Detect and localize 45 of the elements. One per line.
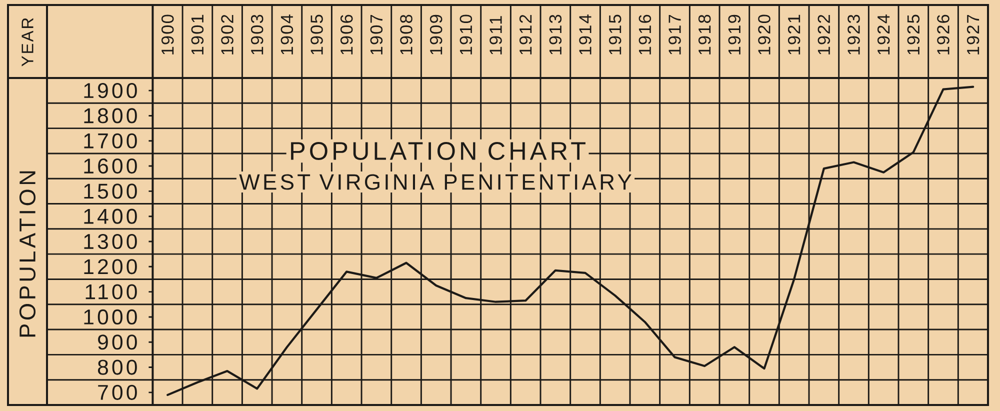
x-tick-label: 1927 <box>966 14 980 54</box>
x-tick-label: 1920 <box>758 14 770 54</box>
x-tick-label: 1918 <box>698 14 711 54</box>
y-tick-label: 1100 <box>86 284 137 300</box>
x-tick-label: 1904 <box>280 14 294 54</box>
x-tick-label: 1906 <box>340 14 353 54</box>
x-tick-label: 1905 <box>310 14 323 54</box>
x-tick-label: 1910 <box>460 14 472 54</box>
x-tick-label: 1921 <box>788 14 800 54</box>
y-tick-label: 1000 <box>84 309 137 325</box>
x-tick-label: 1924 <box>877 14 890 54</box>
text: YEAR <box>22 18 34 66</box>
y-tick-label: 1600 <box>84 158 137 174</box>
y-tick-label: 800 <box>98 360 137 375</box>
x-tick-label: 1914 <box>579 14 592 54</box>
y-tick-label: 700 <box>98 384 137 400</box>
x-tick-label: 1911 <box>490 16 502 54</box>
x-tick-label: 1912 <box>519 14 532 54</box>
y-axis-title: POPULATION <box>19 171 36 337</box>
y-tick-label: 900 <box>98 334 137 350</box>
x-tick-label: 1922 <box>818 14 830 54</box>
x-tick-label: 1916 <box>638 14 652 54</box>
x-tick-label: 1903 <box>250 14 264 54</box>
y-tick-label: 1500 <box>84 184 137 199</box>
x-tick-label: 1923 <box>848 14 860 54</box>
text: POPULATION CHART <box>291 142 586 160</box>
text: WEST VIRGINIA PENITENTIARY <box>239 174 632 190</box>
y-tick-label: 1400 <box>84 208 137 224</box>
x-tick-label: 1917 <box>668 14 681 54</box>
x-tick-label: 1907 <box>370 14 383 54</box>
x-tick-label: 1901 <box>191 14 204 54</box>
x-tick-label: 1913 <box>549 14 562 54</box>
y-tick-label: 1800 <box>84 108 137 124</box>
y-tick-label: 1200 <box>84 259 137 274</box>
x-tick-label: 1915 <box>608 14 622 54</box>
x-tick-label: 1902 <box>221 14 234 54</box>
x-tick-label: 1909 <box>430 14 442 54</box>
y-tick-label: 1300 <box>84 234 137 250</box>
x-tick-label: 1900 <box>161 14 174 54</box>
y-tick-label: 1700 <box>84 133 137 148</box>
x-tick-label: 1908 <box>400 14 412 54</box>
x-tick-label: 1919 <box>728 14 741 54</box>
x-tick-label: 1925 <box>907 14 920 54</box>
y-tick-label: 1900 <box>84 83 137 98</box>
x-tick-label: 1926 <box>937 14 950 54</box>
